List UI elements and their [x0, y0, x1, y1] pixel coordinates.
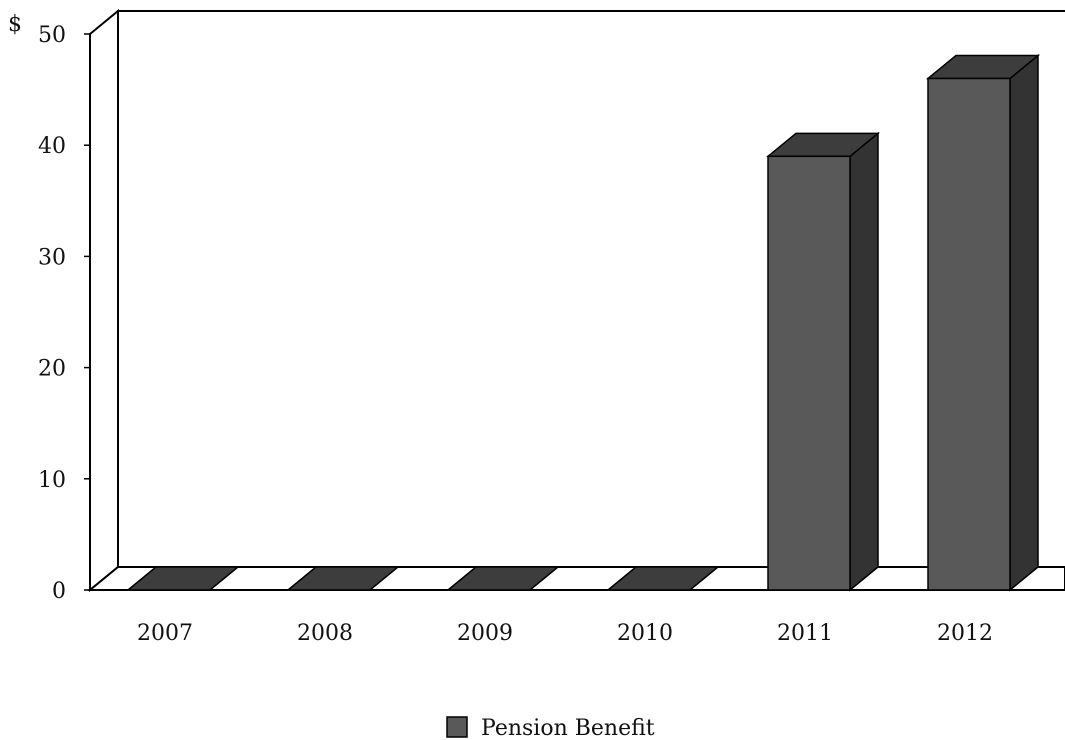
bar-2009 — [445, 566, 561, 591]
x-tick-label: 2012 — [937, 621, 993, 646]
bar-front — [767, 155, 851, 591]
bar-side — [1009, 53, 1039, 592]
bar-2007 — [125, 566, 241, 591]
y-tick-label: 0 — [52, 579, 66, 604]
x-tick-label: 2009 — [457, 621, 513, 646]
bar-2008 — [285, 566, 401, 591]
bar-top — [605, 566, 721, 591]
x-axis: 2007 2008 2009 2010 2011 2012 — [137, 621, 993, 646]
legend-swatch — [446, 716, 468, 738]
x-tick-label: 2007 — [137, 621, 193, 646]
legend-label: Pension Benefit — [481, 716, 655, 740]
bar-2012 — [925, 53, 1041, 592]
y-unit-label: $ — [8, 12, 22, 37]
bars — [125, 53, 1041, 592]
x-tick-label: 2011 — [777, 621, 833, 646]
y-tick-label: 50 — [38, 23, 66, 48]
bar-side — [849, 131, 879, 592]
side-wall — [89, 8, 119, 593]
y-tick-label: 10 — [38, 468, 66, 493]
floor — [87, 566, 1065, 591]
bar-top — [285, 566, 401, 591]
bar-2011 — [765, 131, 881, 592]
bar-front — [927, 77, 1011, 591]
legend: Pension Benefit — [446, 716, 655, 740]
back-wall — [117, 10, 1065, 568]
x-tick-label: 2008 — [297, 621, 353, 646]
y-tick-label: 30 — [38, 245, 66, 270]
x-tick-label: 2010 — [617, 621, 673, 646]
y-tick-label: 40 — [38, 134, 66, 159]
bar-top — [125, 566, 241, 591]
y-axis: $ 0 10 20 30 40 50 — [8, 12, 90, 604]
bar-2010 — [605, 566, 721, 591]
bar-top — [445, 566, 561, 591]
chart-walls — [87, 8, 1065, 593]
y-tick-label: 20 — [38, 357, 66, 382]
